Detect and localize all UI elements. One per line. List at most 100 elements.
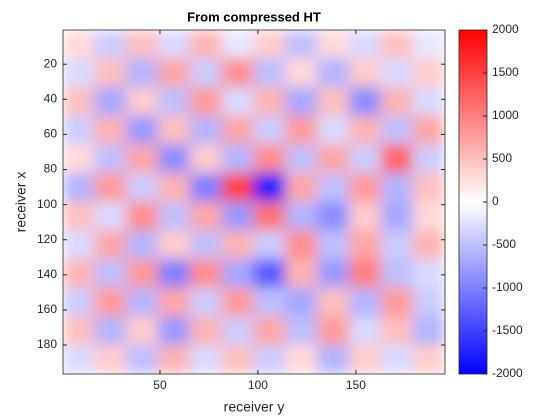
heatmap-cell	[317, 86, 350, 117]
heatmap-cell	[380, 115, 414, 146]
heatmap-cell	[285, 144, 319, 174]
x-axis-label: receiver y	[224, 399, 285, 415]
heatmap-cell	[285, 316, 319, 346]
heatmap-cell	[94, 172, 128, 203]
heatmap-cell	[126, 30, 159, 60]
heatmap-cell	[253, 86, 287, 117]
heatmap-cell	[126, 316, 159, 346]
heatmap-cell	[189, 144, 223, 174]
heatmap-cell	[189, 287, 223, 318]
y-tick-label: 60	[44, 127, 58, 141]
heatmap-cell	[221, 58, 255, 88]
heatmap-cell	[94, 287, 128, 318]
heatmap-cell	[253, 30, 287, 60]
heatmap-cell	[189, 230, 223, 260]
heatmap-cell	[253, 230, 287, 260]
heatmap-cell	[380, 316, 414, 346]
heatmap-cell	[412, 258, 445, 289]
heatmap-cell	[285, 172, 319, 203]
heatmap-cell	[253, 258, 287, 289]
heatmap-cell	[349, 230, 382, 260]
heatmap-cell	[412, 86, 445, 117]
heatmap-cell	[285, 30, 319, 60]
heatmap-cell	[317, 287, 350, 318]
heatmap-cell	[285, 258, 319, 289]
heatmap-cell	[63, 86, 96, 117]
colorbar-tick-label: -1000	[492, 280, 523, 294]
heatmap-cell	[317, 144, 350, 174]
heatmap-cell	[253, 287, 287, 318]
heatmap-cell	[158, 230, 191, 260]
heatmap-cell	[63, 58, 96, 88]
heatmap-cell	[189, 115, 223, 146]
heatmap-cell	[349, 30, 382, 60]
heatmap-cell	[126, 115, 159, 146]
heatmap	[63, 30, 445, 374]
heatmap-cell	[189, 316, 223, 346]
heatmap-cell	[158, 201, 191, 232]
heatmap-cell	[221, 258, 255, 289]
heatmap-cell	[349, 144, 382, 174]
heatmap-cell	[189, 30, 223, 60]
heatmap-cell	[189, 201, 223, 232]
heatmap-cell	[221, 172, 255, 203]
heatmap-cell	[285, 344, 319, 374]
heatmap-cell	[253, 172, 287, 203]
heatmap-cell	[285, 115, 319, 146]
heatmap-cell	[317, 230, 350, 260]
heatmap-cell	[158, 258, 191, 289]
y-tick-label: 180	[37, 337, 57, 351]
heatmap-cell	[349, 201, 382, 232]
heatmap-cell	[285, 58, 319, 88]
axes: 50 100 150 20 40 60 80 100 120 140 160 180 -2000 -150…	[37, 22, 523, 392]
heatmap-cell	[412, 30, 445, 60]
x-tick-label: 100	[248, 378, 268, 392]
heatmap-cell	[94, 344, 128, 374]
y-tick-label: 20	[44, 56, 58, 70]
heatmap-cell	[317, 30, 350, 60]
heatmap-cell	[412, 144, 445, 174]
colorbar-tick-label: -2000	[492, 366, 523, 380]
heatmap-cell	[126, 287, 159, 318]
heatmap-cell	[317, 344, 350, 374]
heatmap-cell	[63, 201, 96, 232]
heatmap-cell	[349, 316, 382, 346]
heatmap-cell	[380, 58, 414, 88]
heatmap-cell	[63, 230, 96, 260]
heatmap-cell	[285, 230, 319, 260]
heatmap-cell	[412, 58, 445, 88]
heatmap-cell	[158, 58, 191, 88]
heatmap-cell	[317, 316, 350, 346]
heatmap-cell	[63, 258, 96, 289]
heatmap-cell	[412, 287, 445, 318]
heatmap-cell	[221, 287, 255, 318]
heatmap-cell	[317, 172, 350, 203]
heatmap-cell	[94, 258, 128, 289]
heatmap-cell	[94, 30, 128, 60]
heatmap-cell	[380, 144, 414, 174]
heatmap-cell	[221, 316, 255, 346]
heatmap-cell	[412, 344, 445, 374]
heatmap-cell	[221, 144, 255, 174]
heatmap-cell	[221, 115, 255, 146]
heatmap-cell	[158, 30, 191, 60]
heatmap-cell	[94, 58, 128, 88]
axes-box	[62, 29, 446, 375]
heatmap-cell	[63, 287, 96, 318]
heatmap-cell	[94, 144, 128, 174]
heatmap-cell	[94, 115, 128, 146]
heatmap-cell	[317, 258, 350, 289]
heatmap-cell	[158, 316, 191, 346]
heatmap-cell	[126, 230, 159, 260]
y-axis-label: receiver x	[13, 172, 29, 233]
x-tick-label: 150	[346, 378, 366, 392]
heatmap-cell	[189, 86, 223, 117]
heatmap-cell	[63, 344, 96, 374]
colorbar-tick-label: -1500	[492, 323, 523, 337]
heatmap-cell	[349, 344, 382, 374]
heatmap-cell	[253, 316, 287, 346]
heatmap-cell	[285, 287, 319, 318]
heatmap-cell	[380, 344, 414, 374]
heatmap-cell	[189, 58, 223, 88]
